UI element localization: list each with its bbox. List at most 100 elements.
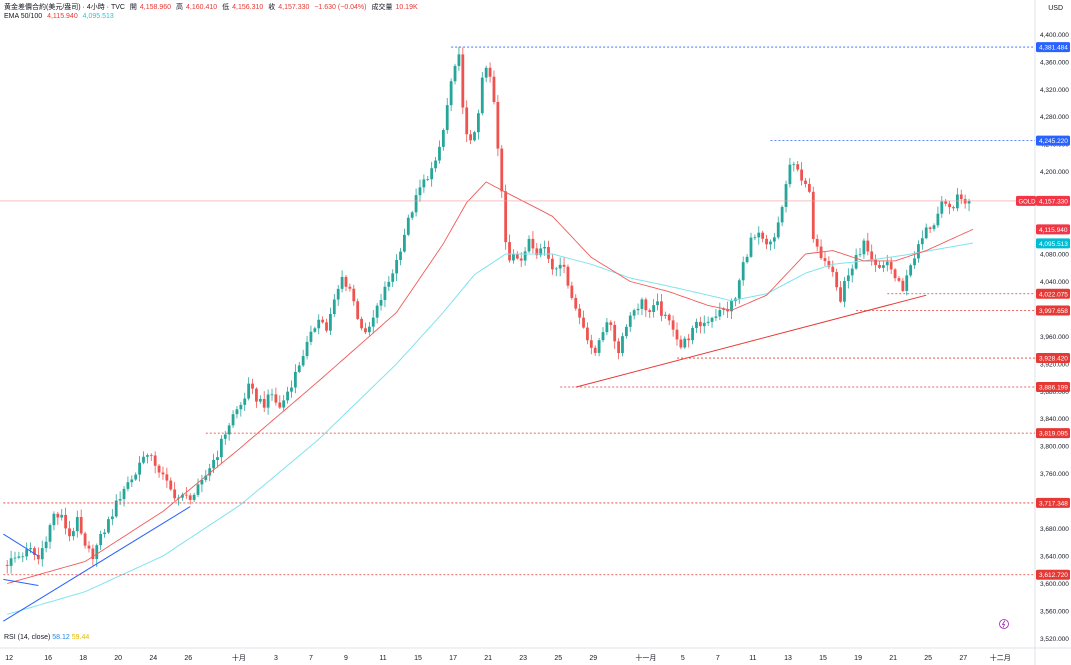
level-price-box: [1036, 497, 1070, 508]
candle-up: [332, 299, 336, 315]
candle-up: [391, 273, 395, 282]
candles: [5, 46, 971, 574]
candle-up: [235, 409, 239, 415]
candle-up: [266, 394, 270, 408]
ema-legend[interactable]: EMA 50/100 4,115.940 4,095.513: [4, 12, 117, 21]
candle-down: [660, 301, 663, 316]
candle-up: [122, 488, 126, 500]
candle-up: [72, 531, 75, 537]
level-price-label: 3,997.658: [1039, 308, 1068, 315]
candle-down: [5, 564, 9, 566]
symbol-title[interactable]: 黄金差價合約(美元/盎司) · 4小時 · TVC: [4, 4, 125, 11]
candle-up: [387, 281, 391, 287]
x-tick-label: 21: [889, 655, 897, 662]
level-price-box: [1036, 569, 1070, 580]
level-price-box: [1036, 428, 1070, 439]
candle-down: [574, 297, 578, 309]
candle-down: [321, 319, 325, 323]
y-tick-label: 3,800.000: [1040, 444, 1069, 451]
volume-value: 10.19K: [395, 4, 418, 11]
candle-up: [597, 340, 601, 353]
level-price-box: [1036, 353, 1070, 364]
candle-down: [64, 514, 68, 529]
candle-down: [679, 339, 683, 348]
candle-down: [582, 317, 585, 328]
trendline: [575, 294, 927, 388]
candle-up: [118, 499, 122, 501]
candle-down: [173, 489, 177, 499]
level-price-label: 3,819.095: [1039, 431, 1068, 438]
candle-down: [492, 76, 496, 103]
candle-up: [114, 500, 118, 517]
low-label: 低: [222, 4, 230, 11]
rsi-legend[interactable]: RSI (14, close) 58.12 59.44: [4, 634, 89, 641]
candle-down: [83, 533, 87, 546]
candle-up: [453, 65, 457, 82]
candle-up: [858, 254, 862, 256]
candle-up: [208, 468, 212, 476]
candle-up: [741, 262, 745, 281]
candle-down: [547, 246, 550, 259]
candle-up: [293, 371, 297, 388]
candle-up: [107, 519, 110, 533]
x-tick-label: 27: [959, 655, 967, 662]
trendline: [3, 578, 39, 587]
candle-down: [519, 258, 523, 261]
candle-up: [632, 310, 636, 316]
candle-up: [656, 301, 659, 306]
candle-up: [601, 332, 605, 341]
candle-down: [531, 238, 535, 249]
candle-up: [967, 200, 971, 204]
candle-up: [313, 328, 317, 332]
candle-down: [515, 254, 519, 259]
candle-down: [948, 203, 951, 208]
y-tick-label: 3,520.000: [1040, 636, 1069, 643]
y-tick-label: 3,600.000: [1040, 581, 1069, 588]
candle-down: [161, 472, 165, 475]
candle-down: [897, 278, 901, 281]
x-tick-label: 12: [5, 655, 13, 662]
y-tick-label: 4,360.000: [1040, 59, 1069, 66]
level-price-box: [1036, 42, 1070, 53]
candle-down: [687, 338, 691, 341]
candle-up: [434, 160, 437, 169]
time-axis: 12 16 18 20 24 26 十月 3 7 9 11 15 17 21 23 25 29 十一月 5 7 11 13…: [5, 653, 1010, 662]
candle-up: [924, 227, 928, 239]
candle-up: [247, 383, 251, 399]
y-tick-label: 3,840.000: [1040, 416, 1069, 423]
candle-up: [640, 299, 644, 309]
level-price-label: 3,886.199: [1039, 385, 1068, 392]
level-price-box: [1036, 135, 1070, 146]
candle-up: [714, 316, 718, 318]
x-tick-label: 26: [184, 655, 192, 662]
candle-up: [371, 317, 375, 327]
rsi-ma-value: 59.44: [71, 634, 90, 641]
candle-up: [913, 258, 916, 266]
candle-up: [523, 251, 527, 261]
candle-up: [231, 414, 235, 426]
candle-down: [901, 280, 905, 291]
change-value: −1.630 (−0.04%): [314, 4, 367, 11]
candle-up: [219, 438, 223, 458]
candle-up: [881, 265, 885, 268]
candle-up: [48, 525, 52, 542]
y-tick-label: 4,320.000: [1040, 87, 1069, 94]
candle-up: [909, 265, 913, 276]
candle-up: [200, 480, 204, 485]
x-tick-label: 15: [819, 655, 827, 662]
candle-up: [476, 113, 480, 133]
candle-up: [718, 310, 722, 317]
candle-down: [33, 548, 36, 555]
candle-up: [329, 314, 332, 331]
candle-up: [340, 276, 344, 289]
x-tick-label: 7: [309, 655, 313, 662]
open-value: 4,158.960: [139, 4, 172, 11]
candle-down: [255, 388, 258, 402]
candle-up: [297, 365, 301, 372]
level-price-box: [1036, 288, 1070, 299]
y-tick-label: 3,640.000: [1040, 554, 1069, 561]
candle-down: [893, 269, 897, 279]
candle-up: [21, 556, 25, 558]
high-value: 4,160.410: [186, 4, 218, 11]
